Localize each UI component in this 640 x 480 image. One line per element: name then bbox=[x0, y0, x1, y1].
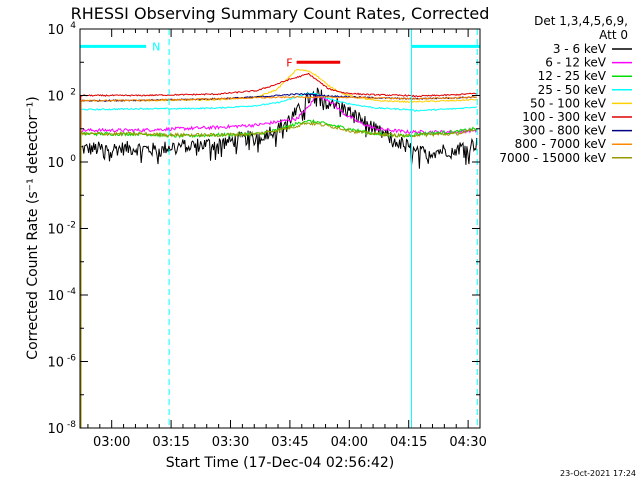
y-tick-exponent: -2 bbox=[67, 221, 76, 231]
x-axis: 03:00 03:15 03:30 03:45 04:00 04:15 04:30 bbox=[87, 29, 487, 450]
flag-bar-2 bbox=[296, 60, 341, 64]
flag-label-2: F bbox=[286, 56, 292, 69]
series-layer bbox=[80, 69, 478, 428]
series-line-0 bbox=[80, 87, 478, 428]
legend-entry-label: 6 - 12 keV bbox=[545, 56, 607, 70]
flag-label-0: N bbox=[152, 40, 160, 53]
x-tick-label: 03:15 bbox=[152, 435, 189, 450]
x-tick-label: 03:30 bbox=[212, 435, 249, 450]
y-tick-exponent: -8 bbox=[67, 420, 76, 430]
x-tick-label: 03:45 bbox=[271, 435, 308, 450]
legend-header-line-1: Det 1,3,4,5,6,9, bbox=[534, 14, 628, 28]
series-line-3 bbox=[80, 92, 478, 428]
legend-entry-label: 800 - 7000 keV bbox=[515, 137, 607, 151]
x-tick-label: 04:15 bbox=[390, 435, 427, 450]
y-tick-exponent: 2 bbox=[70, 88, 76, 98]
y-tick-label: 10 bbox=[47, 289, 64, 304]
legend-entry-label: 12 - 25 keV bbox=[538, 69, 607, 83]
y-tick-exponent: 0 bbox=[70, 154, 76, 164]
y-tick-mantissa: 10 bbox=[47, 90, 64, 105]
series-line-5 bbox=[80, 72, 477, 428]
legend-entry-label: 3 - 6 keV bbox=[553, 42, 607, 56]
y-tick-mantissa: 10 bbox=[47, 422, 64, 437]
y-tick-mantissa: 10 bbox=[47, 356, 64, 371]
series-line-1 bbox=[80, 94, 478, 428]
legend-entry-label: 25 - 50 keV bbox=[538, 83, 607, 97]
y-tick-exponent: -6 bbox=[67, 354, 76, 364]
chart-title: RHESSI Observing Summary Count Rates, Co… bbox=[71, 4, 490, 23]
y-tick-exponent: 4 bbox=[70, 21, 76, 31]
y-tick-mantissa: 10 bbox=[47, 156, 64, 171]
legend-entry-label: 50 - 100 keV bbox=[530, 96, 607, 110]
y-tick-exponent: -4 bbox=[67, 287, 76, 297]
y-tick-mantissa: 10 bbox=[47, 223, 64, 238]
series-line-4 bbox=[80, 69, 478, 428]
footer-timestamp: 23-Oct-2021 17:24 bbox=[560, 469, 636, 478]
y-tick-mantissa: 10 bbox=[47, 289, 64, 304]
legend-entry-label: 100 - 300 keV bbox=[522, 110, 606, 124]
series-line-8 bbox=[80, 120, 478, 428]
legend-entry-label: 300 - 800 keV bbox=[522, 124, 606, 138]
y-tick-label: 10 bbox=[47, 223, 64, 238]
y-tick-label: 10 bbox=[47, 422, 64, 437]
y-tick-label: 10 bbox=[47, 156, 64, 171]
flag-bar-1 bbox=[411, 44, 480, 48]
y-axis-label: Corrected Count Rate (s⁻¹ detector⁻¹) bbox=[25, 96, 41, 359]
flag-bars: NF bbox=[80, 40, 480, 69]
legend-entry-label: 7000 - 15000 keV bbox=[499, 151, 606, 165]
y-tick-label: 10 bbox=[47, 356, 64, 371]
y-tick-label: 10 bbox=[47, 23, 64, 38]
legend-header-line-2: Att 0 bbox=[599, 28, 628, 42]
x-tick-label: 04:00 bbox=[331, 435, 368, 450]
y-tick-mantissa: 10 bbox=[47, 23, 64, 38]
y-tick-label: 10 bbox=[47, 90, 64, 105]
x-tick-label: 04:30 bbox=[449, 435, 486, 450]
x-tick-label: 03:00 bbox=[93, 435, 130, 450]
series-line-7 bbox=[80, 95, 477, 428]
flag-bar-0 bbox=[80, 44, 147, 48]
x-axis-label: Start Time (17-Dec-04 02:56:42) bbox=[166, 455, 394, 471]
